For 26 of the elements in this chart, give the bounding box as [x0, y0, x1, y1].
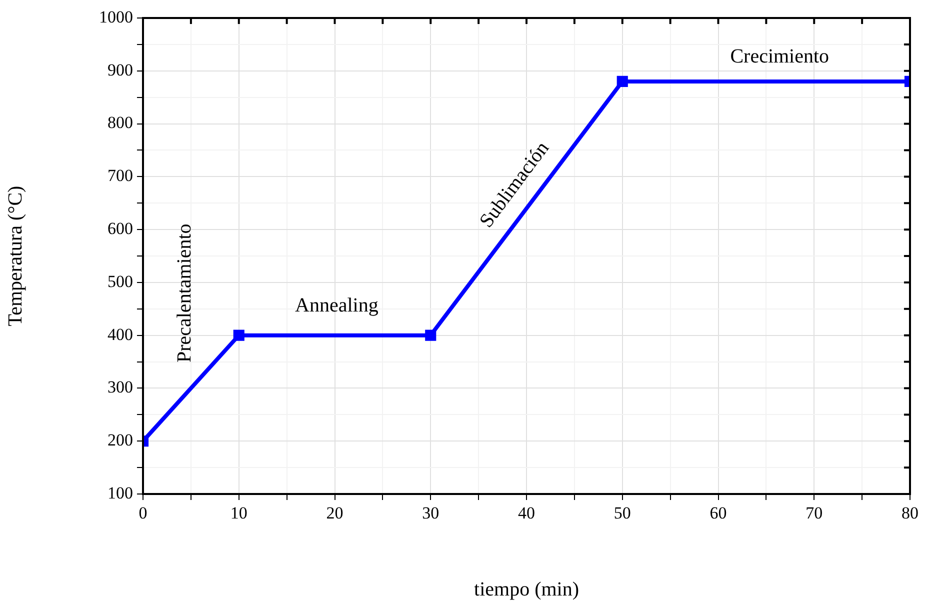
x-tick-label: 0	[138, 504, 148, 523]
y-tick-label: 600	[108, 219, 133, 238]
y-tick-label: 700	[108, 166, 133, 186]
y-tick-label: 800	[108, 113, 133, 132]
x-axis-title: tiempo (min)	[474, 578, 579, 600]
x-tick-label: 50	[614, 504, 631, 523]
x-tick-label: 10	[230, 504, 248, 523]
annotation: Precalentamiento	[173, 224, 196, 363]
point	[616, 76, 628, 87]
y-tick-label: 200	[108, 430, 133, 450]
y-tick-label: 500	[108, 272, 133, 291]
annotation: Crecimiento	[730, 45, 830, 68]
annotation: Annealing	[295, 294, 378, 317]
point	[425, 330, 436, 341]
x-tick-label: 20	[326, 504, 344, 523]
x-tick-label: 70	[806, 504, 823, 523]
x-tick-label: 40	[518, 504, 535, 523]
y-tick-label: 100	[108, 483, 133, 502]
x-tick-label: 80	[902, 504, 918, 523]
y-axis-title: Temperatura (°C)	[4, 186, 26, 326]
y-tick-label: 1000	[99, 7, 133, 26]
y-tick-label: 400	[108, 324, 133, 344]
x-tick-label: 60	[710, 504, 727, 523]
y-tick-label: 900	[108, 60, 133, 80]
x-tick-label: 30	[422, 504, 440, 523]
y-tick-label: 300	[108, 378, 133, 397]
